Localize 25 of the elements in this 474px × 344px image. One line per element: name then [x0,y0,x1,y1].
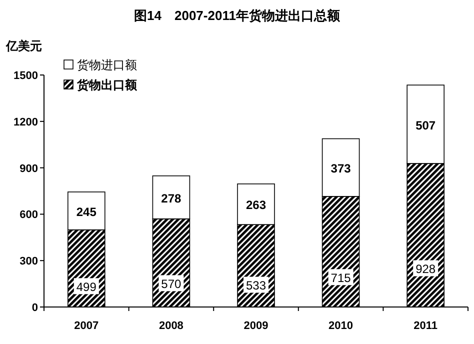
y-tick-label: 0 [32,302,38,314]
y-tick-label: 600 [20,209,38,222]
legend-label: 货物出口额 [76,78,138,92]
x-tick-label: 2008 [158,320,184,332]
x-tick-label: 2011 [414,320,438,332]
data-label: 263 [246,198,266,212]
data-label: 533 [246,278,266,293]
y-tick-label: 300 [20,256,38,268]
data-label: 373 [330,162,352,176]
x-tick-label: 2010 [328,320,354,332]
y-tick-label: 900 [20,162,38,175]
y-tick-label: 1500 [14,70,38,82]
data-label: 715 [330,271,352,286]
legend-label: 货物进口额 [77,58,137,72]
data-label: 570 [161,277,182,292]
x-tick-label: 2007 [74,320,99,332]
data-label: 507 [416,118,436,132]
chart-title: 图14 2007-2011年货物进出口总额 [134,8,341,23]
data-label: 499 [76,280,97,294]
y-axis-title: 亿美元 [5,39,42,53]
x-tick-label: 2009 [244,320,268,332]
y-tick-label: 1200 [14,116,38,128]
data-label: 245 [76,204,97,219]
data-label: 278 [161,191,182,206]
data-label: 928 [416,262,436,276]
